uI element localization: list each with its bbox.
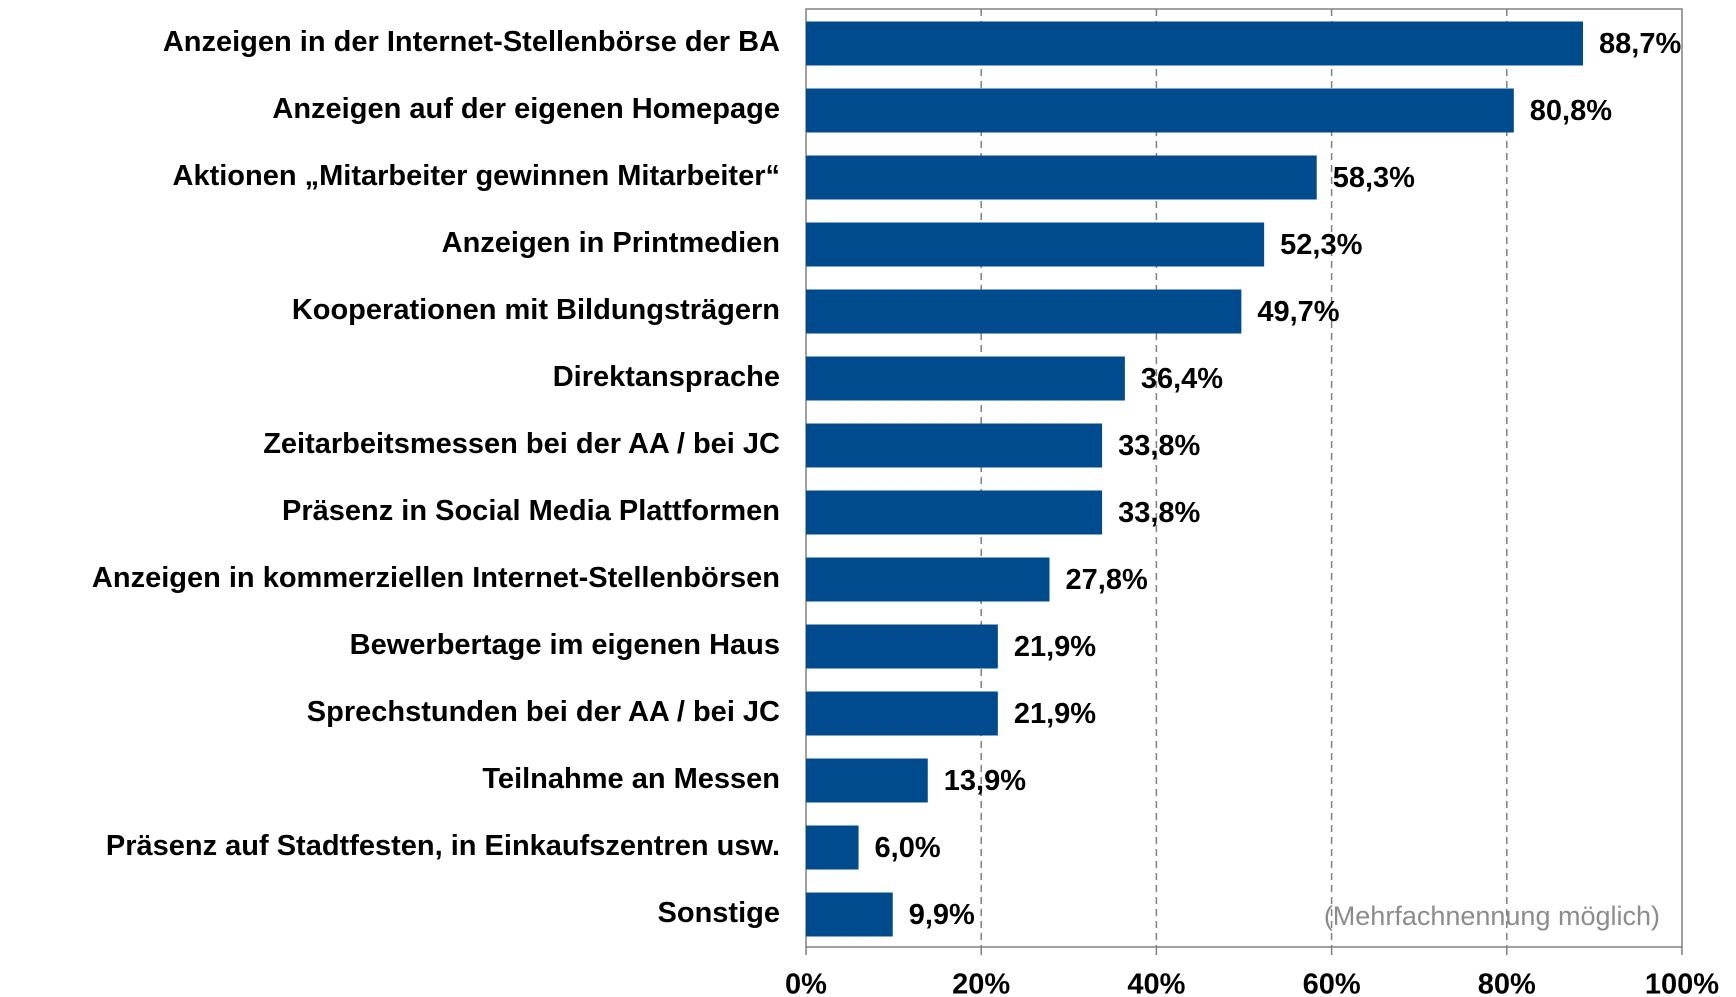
y-tick-label: Sonstige bbox=[658, 897, 780, 929]
bar bbox=[806, 892, 893, 937]
y-tick-label: Anzeigen in Printmedien bbox=[442, 227, 780, 259]
bar bbox=[806, 490, 1103, 535]
value-label: 21,9% bbox=[1014, 631, 1096, 663]
x-tick-label: 60% bbox=[1303, 969, 1361, 997]
value-label: 33,8% bbox=[1118, 497, 1200, 529]
plot-frame bbox=[805, 8, 1683, 948]
bar bbox=[806, 356, 1125, 401]
value-label: 33,8% bbox=[1118, 430, 1200, 462]
value-label: 27,8% bbox=[1066, 564, 1148, 596]
bar bbox=[806, 21, 1584, 66]
bar bbox=[806, 222, 1265, 267]
y-tick-label: Zeitarbeitsmessen bei der AA / bei JC bbox=[263, 428, 780, 460]
bar bbox=[806, 423, 1103, 468]
value-label: 49,7% bbox=[1257, 296, 1339, 328]
value-label: 80,8% bbox=[1530, 95, 1612, 127]
y-tick-label: Teilnahme an Messen bbox=[482, 763, 780, 795]
bar bbox=[806, 155, 1317, 200]
value-label: 13,9% bbox=[944, 765, 1026, 797]
bar bbox=[806, 88, 1514, 133]
x-tick-label: 100% bbox=[1645, 969, 1719, 997]
value-label: 6,0% bbox=[875, 832, 941, 864]
value-label: 21,9% bbox=[1014, 698, 1096, 730]
value-label: 88,7% bbox=[1599, 28, 1681, 60]
y-tick-label: Sprechstunden bei der AA / bei JC bbox=[307, 696, 780, 728]
y-tick-label: Bewerbertage im eigenen Haus bbox=[350, 629, 780, 661]
annotation: (Mehrfachnennung möglich) bbox=[1324, 901, 1660, 931]
y-tick-label: Anzeigen in kommerziellen Internet-Stell… bbox=[92, 562, 780, 594]
value-label: 58,3% bbox=[1333, 162, 1415, 194]
y-tick-label: Kooperationen mit Bildungsträgern bbox=[292, 294, 780, 326]
bar bbox=[806, 758, 928, 803]
bar bbox=[806, 289, 1242, 334]
x-tick-label: 80% bbox=[1478, 969, 1536, 997]
x-tick-label: 20% bbox=[952, 969, 1010, 997]
bar bbox=[806, 557, 1050, 602]
y-tick-label: Präsenz in Social Media Plattformen bbox=[282, 495, 780, 527]
value-label: 9,9% bbox=[909, 899, 975, 931]
bar bbox=[806, 624, 998, 669]
y-tick-label: Aktionen „Mitarbeiter gewinnen Mitarbeit… bbox=[173, 160, 780, 192]
y-tick-label: Anzeigen in der Internet-Stellenbörse de… bbox=[163, 26, 780, 58]
bar bbox=[806, 825, 859, 870]
value-label: 36,4% bbox=[1141, 363, 1223, 395]
x-tick-label: 0% bbox=[785, 969, 827, 997]
y-tick-label: Direktansprache bbox=[553, 361, 780, 393]
value-label: 52,3% bbox=[1280, 229, 1362, 261]
bar bbox=[806, 691, 998, 736]
y-tick-label: Anzeigen auf der eigenen Homepage bbox=[272, 93, 780, 125]
x-tick-label: 40% bbox=[1127, 969, 1185, 997]
y-tick-label: Präsenz auf Stadtfesten, in Einkaufszent… bbox=[106, 830, 780, 862]
